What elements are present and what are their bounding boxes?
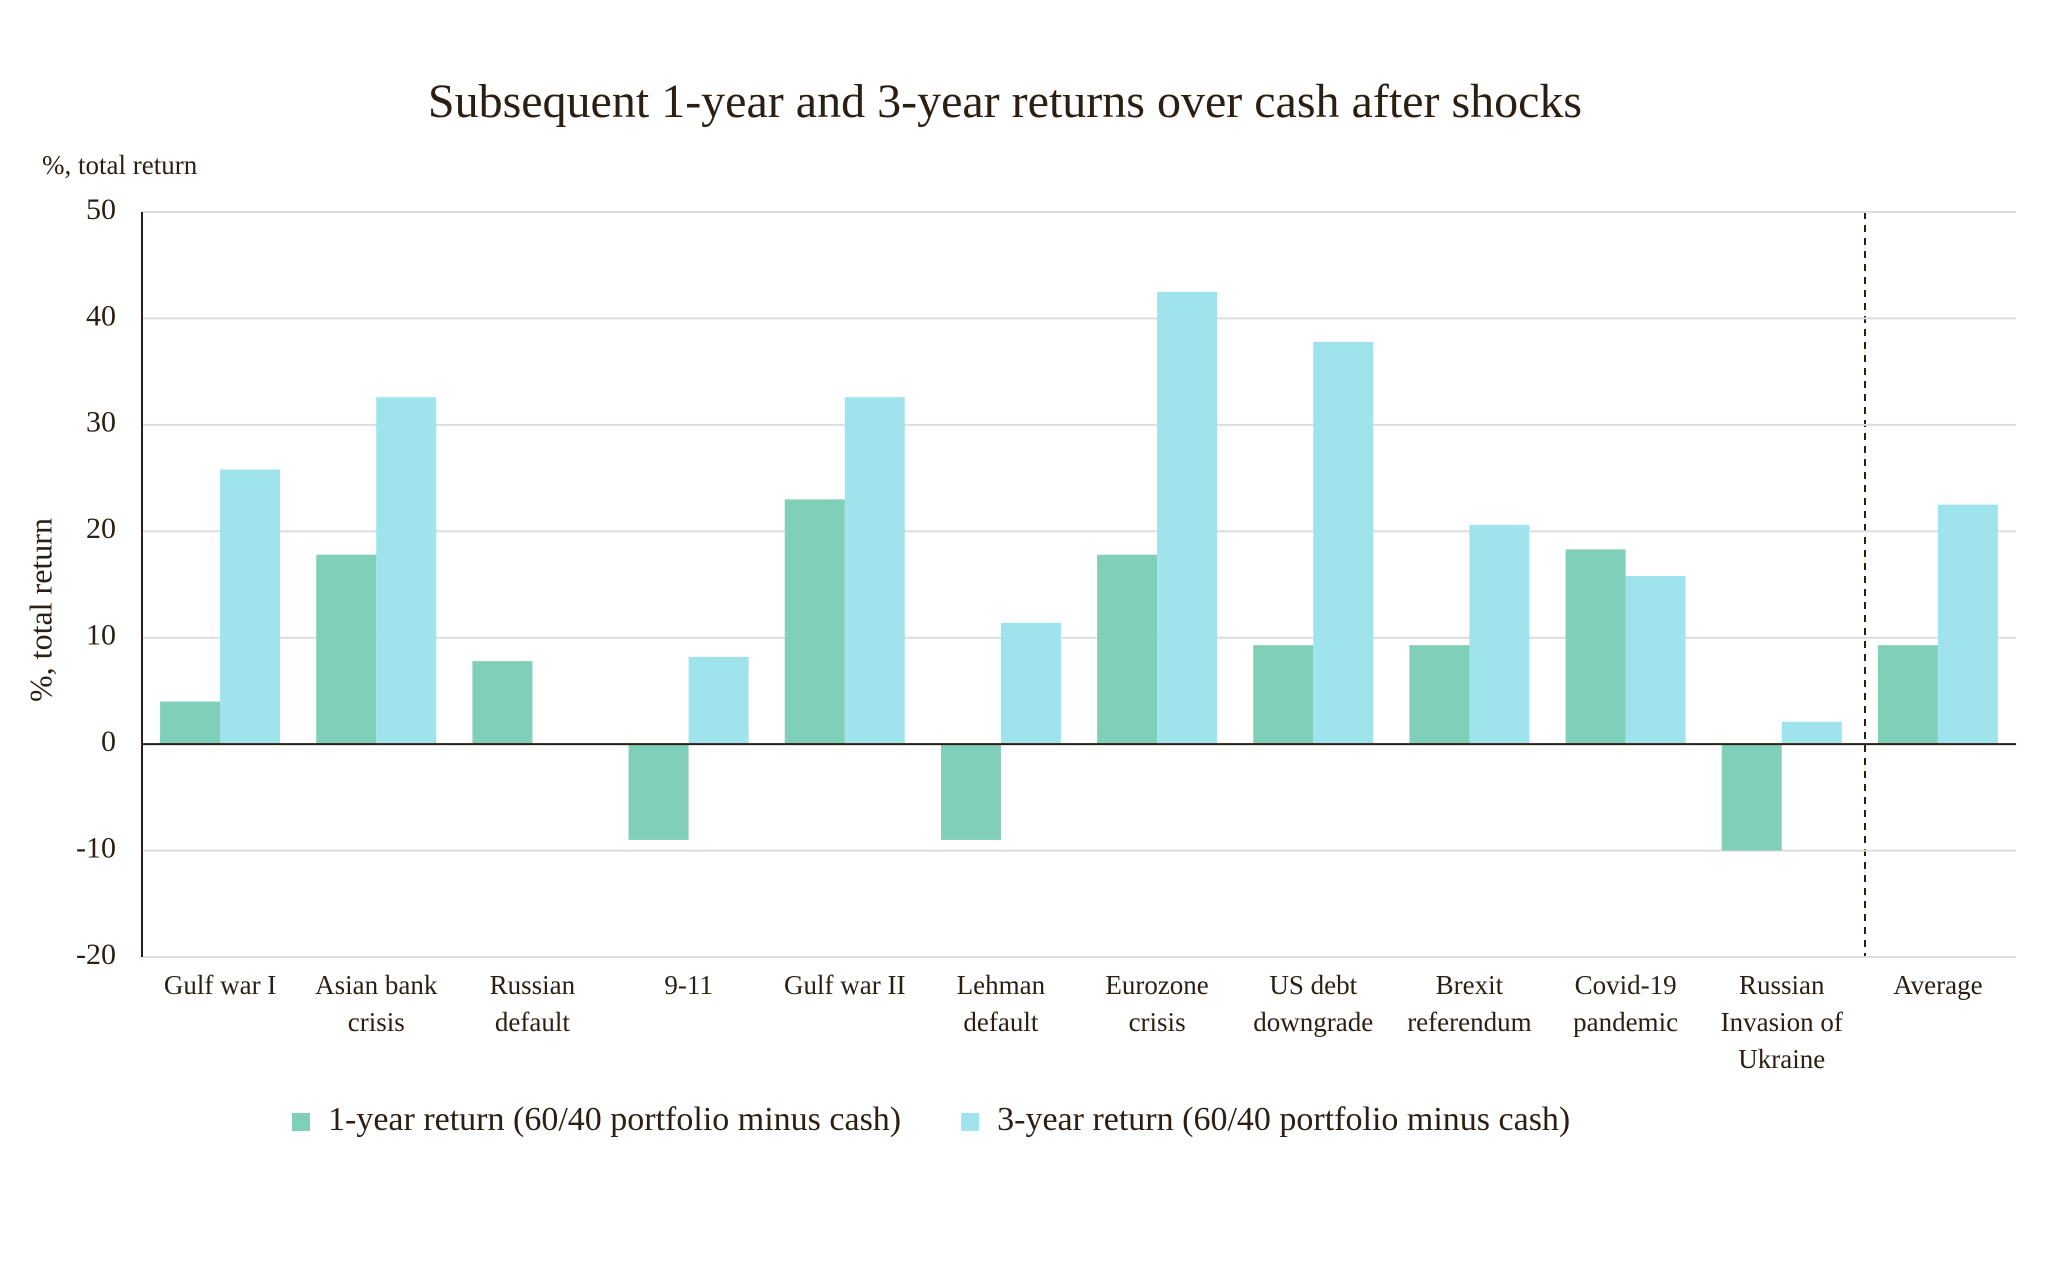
bar (160, 701, 221, 745)
bar (1253, 645, 1314, 745)
x-tick-label: Covid-19 pandemic (1573, 970, 1679, 1037)
y-tick-label: 40 (86, 299, 116, 332)
bar (1097, 554, 1158, 745)
bar (784, 499, 845, 745)
bar (1721, 744, 1782, 851)
x-tick-label: Russian default (489, 970, 576, 1037)
x-tick-label: Russian Invasion of Ukraine (1720, 970, 1843, 1074)
y-tick-label: 30 (86, 406, 116, 439)
bar (1469, 524, 1530, 745)
bar (1565, 549, 1626, 745)
x-tick-label: Lehman default (956, 970, 1046, 1037)
y-tick-label: -20 (76, 938, 116, 971)
bar (1625, 575, 1686, 745)
bar (1937, 504, 1998, 745)
bar (628, 744, 689, 840)
bar (844, 397, 905, 745)
legend-label: 3-year return (60/40 portfolio minus cas… (997, 1101, 1570, 1138)
y-axis-label: %, total return (22, 518, 58, 702)
x-tick-label: US debt downgrade (1253, 970, 1374, 1037)
chart-title: Subsequent 1-year and 3-year returns ove… (428, 75, 1582, 128)
bar (940, 744, 1001, 840)
bar (1877, 645, 1938, 745)
bar (376, 397, 437, 745)
bar (1000, 622, 1061, 745)
unit-label: %, total return (42, 150, 198, 180)
bar (1313, 341, 1374, 745)
bar (472, 661, 533, 745)
legend-swatch (292, 1113, 310, 1131)
bar (1781, 721, 1842, 745)
bar (1157, 291, 1218, 745)
x-tick-label: Average (1893, 970, 1983, 1000)
x-tick-label: Brexit referendum (1407, 970, 1532, 1037)
bar (688, 656, 749, 745)
x-tick-label: Asian bank crisis (315, 970, 438, 1037)
x-tick-label: Gulf war II (784, 970, 906, 1000)
x-tick-label: Eurozone crisis (1105, 970, 1209, 1037)
y-tick-label: -10 (76, 831, 116, 864)
legend-label: 1-year return (60/40 portfolio minus cas… (328, 1101, 901, 1138)
y-tick-label: 10 (86, 619, 116, 652)
legend-swatch (961, 1113, 980, 1131)
x-tick-label: Gulf war I (163, 970, 277, 1000)
y-tick-label: 0 (101, 725, 116, 758)
y-tick-label: 50 (86, 193, 116, 226)
bar (220, 469, 281, 745)
x-tick-label: 9-11 (664, 970, 713, 1000)
bar (1409, 645, 1470, 745)
bar (316, 554, 377, 745)
y-tick-label: 20 (86, 512, 116, 545)
